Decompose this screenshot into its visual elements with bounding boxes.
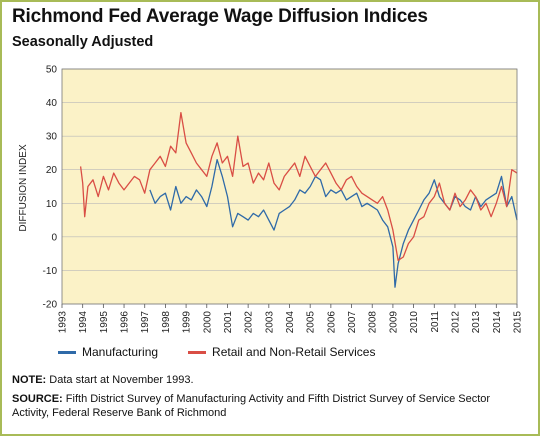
legend-item-manufacturing: Manufacturing	[58, 345, 158, 359]
x-tick-label: 1993	[58, 311, 69, 334]
x-tick-label: 1999	[182, 311, 193, 334]
chart-subtitle: Seasonally Adjusted	[12, 34, 154, 50]
y-tick-label: -10	[43, 266, 58, 277]
source-text: Fifth District Survey of Manufacturing A…	[12, 393, 491, 419]
legend-label-services: Retail and Non-Retail Services	[212, 345, 376, 359]
x-tick-label: 2010	[409, 311, 420, 334]
y-tick-label: 50	[46, 65, 58, 76]
y-tick-label: -20	[43, 300, 58, 311]
x-tick-label: 2008	[368, 311, 379, 334]
chart-title: Richmond Fed Average Wage Diffusion Indi…	[12, 6, 428, 27]
legend-item-services: Retail and Non-Retail Services	[188, 345, 375, 359]
x-tick-label: 2002	[244, 311, 255, 334]
x-tick-label: 2004	[285, 311, 296, 334]
x-tick-label: 1998	[161, 311, 172, 334]
x-tick-label: 2007	[347, 311, 358, 334]
x-tick-label: 2015	[513, 311, 524, 334]
y-tick-label: 10	[46, 199, 58, 210]
x-tick-label: 2005	[306, 311, 317, 334]
x-tick-label: 2006	[326, 311, 337, 334]
x-tick-label: 2003	[264, 311, 275, 334]
source-label: SOURCE:	[12, 393, 63, 405]
series-line-services	[79, 111, 518, 262]
legend-label-manufacturing: Manufacturing	[82, 345, 159, 359]
legend-swatch-services	[188, 350, 207, 354]
y-tick-label: 40	[46, 98, 58, 109]
x-tick-label: 2011	[430, 311, 441, 333]
note-text: Data start at November 1993.	[46, 374, 194, 386]
note-label: NOTE:	[12, 374, 47, 386]
y-tick-label: 20	[46, 165, 58, 176]
plot-area	[62, 69, 517, 304]
x-tick-label: 2013	[471, 311, 482, 334]
x-tick-label: 1995	[99, 311, 110, 334]
legend-swatch-manufacturing	[58, 350, 76, 354]
x-tick-label: 2009	[388, 311, 399, 334]
x-tick-label: 1994	[78, 311, 89, 334]
y-axis-label: DIFFUSION INDEX	[18, 144, 29, 232]
source: SOURCE: Fifth District Survey of Manufac…	[12, 392, 528, 420]
y-tick-label: 30	[46, 132, 58, 143]
x-tick-label: 2000	[202, 311, 213, 334]
x-tick-label: 1996	[120, 311, 131, 334]
legend: Manufacturing Retail and Non-Retail Serv…	[58, 345, 397, 359]
x-tick-label: 2014	[492, 311, 503, 334]
note: NOTE: Data start at November 1993.	[12, 374, 194, 386]
x-tick-label: 2001	[223, 311, 234, 334]
series-line-manufacturing	[149, 158, 518, 288]
x-tick-label: 2012	[450, 311, 461, 334]
x-tick-label: 1997	[140, 311, 151, 334]
y-tick-label: 0	[51, 232, 57, 243]
